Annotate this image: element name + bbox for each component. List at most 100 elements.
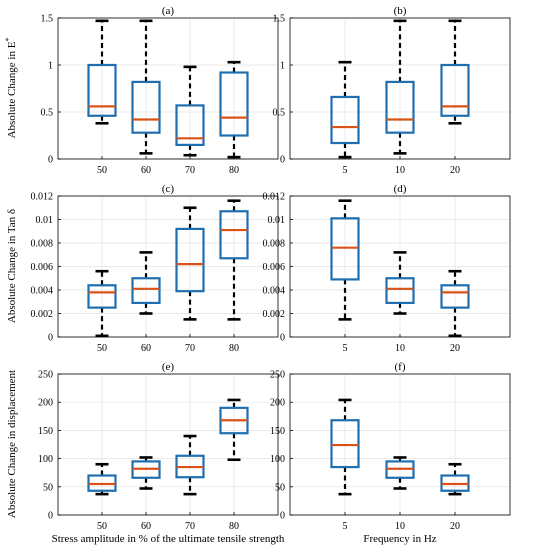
- x-axis-label-left: Stress amplitude in % of the ultimate te…: [52, 533, 285, 545]
- plot-frame: [57, 373, 279, 516]
- x-axis-label-right: Frequency in Hz: [363, 533, 436, 545]
- y-tick-label: 0.002: [31, 309, 54, 320]
- y-tick-label: 0.012: [263, 192, 286, 203]
- y-tick-label: 0: [48, 333, 53, 344]
- panel-d: 0 0.002 0.004 0.006 0.008 0.01 0.012 5 10 20 (d): [263, 183, 511, 354]
- x-tick-label: 70: [185, 343, 195, 354]
- box-5: [330, 60, 360, 159]
- box-20: [440, 462, 470, 496]
- y-tick-label: 0.01: [268, 215, 286, 226]
- y-tick-label: 150: [38, 426, 53, 437]
- iqr-box: [330, 95, 360, 145]
- y-tick-label: 0: [48, 511, 53, 522]
- box-60: [131, 19, 161, 155]
- x-tick-label: 10: [395, 343, 405, 354]
- y-axis-label-row-1: Absolute Change in E*: [4, 38, 19, 139]
- box-50: [87, 19, 117, 125]
- box-50: [87, 462, 117, 496]
- x-tick-label: 60: [141, 521, 151, 532]
- box-70: [175, 434, 205, 496]
- x-tick-label: 70: [185, 165, 195, 176]
- x-tick-label: 20: [450, 165, 460, 176]
- iqr-box: [385, 277, 415, 305]
- panel-title: (d): [394, 183, 407, 195]
- box-20: [440, 19, 470, 125]
- x-tick-label: 50: [97, 521, 107, 532]
- panel-title: (e): [162, 361, 175, 373]
- y-tick-label: 150: [270, 426, 285, 437]
- x-tick-label: 80: [229, 521, 239, 532]
- y-tick-label: 0.004: [31, 286, 54, 297]
- box-70: [175, 206, 205, 321]
- plot-frame: [57, 17, 279, 160]
- y-tick-label: 0: [280, 511, 285, 522]
- x-tick-label: 60: [141, 343, 151, 354]
- panel-c: 0 0.002 0.004 0.006 0.008 0.01 0.012 50 60 70 80 (c…: [31, 183, 279, 354]
- panels: 00.511.550 60 70 80(a)00.511.55 10 20(b)00.00…: [31, 5, 511, 532]
- iqr-box: [219, 71, 249, 137]
- iqr-box: [131, 80, 161, 134]
- x-tick-label: 10: [395, 165, 405, 176]
- x-tick-label: 5: [343, 165, 348, 176]
- box-5: [330, 199, 360, 321]
- iqr-box: [219, 210, 249, 260]
- iqr-box: [440, 284, 470, 309]
- y-tick-label: 0.012: [31, 192, 54, 203]
- y-tick-label: 250: [270, 370, 285, 381]
- box-50: [87, 269, 117, 338]
- x-tick-label: 80: [229, 165, 239, 176]
- y-axis-label-row-3: Absolute Change in displacement: [6, 370, 18, 518]
- y-tick-label: 0.5: [273, 108, 286, 119]
- panel-title: (a): [162, 5, 175, 17]
- x-tick-label: 60: [141, 165, 151, 176]
- box-80: [219, 398, 249, 462]
- iqr-box: [175, 227, 205, 293]
- iqr-box: [131, 277, 161, 305]
- iqr-box: [385, 80, 415, 134]
- y-tick-label: 250: [38, 370, 53, 381]
- box-60: [131, 456, 161, 490]
- y-tick-label: 200: [38, 398, 53, 409]
- panel-title: (b): [394, 5, 407, 17]
- iqr-box: [440, 63, 470, 117]
- y-tick-label: 100: [38, 454, 53, 465]
- y-tick-label: 0.008: [31, 239, 54, 250]
- x-tick-label: 20: [450, 343, 460, 354]
- box-60: [131, 251, 161, 315]
- y-tick-label: 0.004: [263, 286, 286, 297]
- y-tick-label: 1: [280, 61, 285, 72]
- panel-b: 0 0.5 1 1.5 5 10 20 (b): [273, 5, 511, 176]
- x-tick-label: 5: [343, 521, 348, 532]
- panel-e: 0 50 100 150 200 250 50 60 70 80 (e): [38, 361, 279, 532]
- y-tick-label: 0.5: [41, 108, 54, 119]
- y-tick-label: 50: [275, 482, 285, 493]
- y-tick-label: 0.008: [263, 239, 286, 250]
- y-tick-label: 0: [280, 155, 285, 166]
- x-tick-label: 70: [185, 521, 195, 532]
- y-tick-label: 0: [48, 155, 53, 166]
- y-tick-label: 0.01: [36, 215, 54, 226]
- box-10: [385, 19, 415, 155]
- x-tick-label: 20: [450, 521, 460, 532]
- x-tick-label: 50: [97, 343, 107, 354]
- y-axis-label-row-2: Absolute Change in Tan δ: [6, 209, 18, 323]
- y-tick-label: 0.002: [263, 309, 286, 320]
- y-tick-label: 0: [280, 333, 285, 344]
- y-tick-label: 1.5: [41, 14, 54, 25]
- iqr-box: [330, 217, 360, 281]
- panel-a: 0 0.5 1 1.5 50 60 70 80 (a): [41, 5, 279, 176]
- iqr-box: [87, 63, 117, 117]
- iqr-box: [175, 104, 205, 146]
- x-tick-label: 5: [343, 343, 348, 354]
- y-tick-label: 200: [270, 398, 285, 409]
- y-tick-label: 1: [48, 61, 53, 72]
- x-tick-label: 80: [229, 343, 239, 354]
- iqr-box: [330, 419, 360, 469]
- box-70: [175, 65, 205, 157]
- panel-title: (c): [162, 183, 175, 195]
- box-20: [440, 269, 470, 338]
- y-tick-label: 0.006: [263, 262, 286, 273]
- box-80: [219, 199, 249, 321]
- x-tick-label: 50: [97, 165, 107, 176]
